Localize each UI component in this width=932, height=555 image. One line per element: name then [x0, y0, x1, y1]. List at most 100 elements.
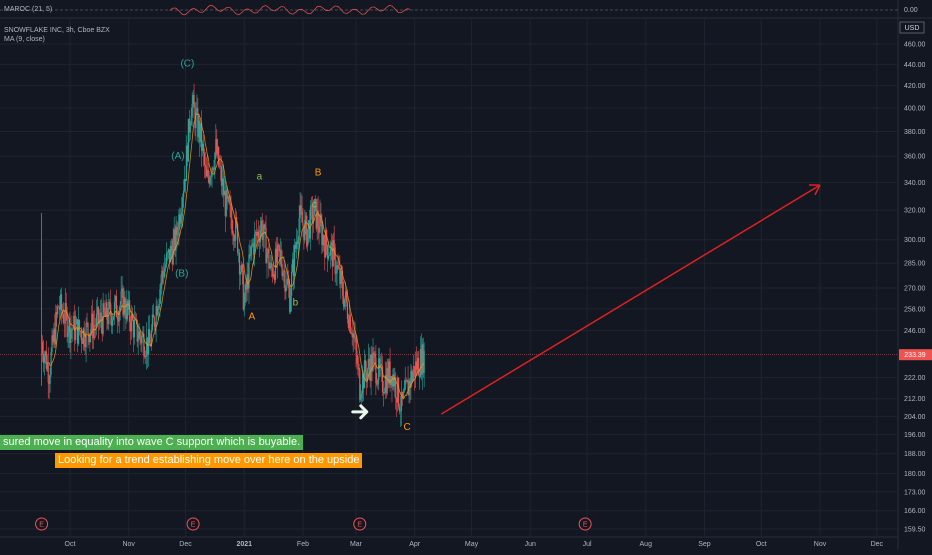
- y-tick-label: 258.00: [904, 306, 926, 313]
- wave-label: b: [293, 297, 299, 308]
- candle-body: [365, 360, 366, 372]
- candle-body: [103, 303, 104, 312]
- candle-body: [75, 324, 76, 340]
- candle-body: [344, 299, 345, 307]
- wave-label: A: [248, 312, 255, 323]
- wave-label: c: [312, 199, 317, 210]
- candle-body: [70, 329, 71, 343]
- candle-body: [300, 205, 301, 211]
- candle-body: [288, 283, 289, 288]
- symbol-title: SNOWFLAKE INC, 3h, Cboe BZX: [4, 26, 110, 35]
- y-tick-label: 212.00: [904, 396, 926, 403]
- y-tick-label: 380.00: [904, 129, 926, 136]
- candle-body: [424, 350, 425, 372]
- candle-body: [240, 272, 241, 275]
- candle-body: [269, 267, 270, 269]
- candle-body: [149, 329, 150, 343]
- candle-body: [298, 240, 299, 243]
- candle-body: [310, 206, 311, 239]
- y-tick-label: 285.00: [904, 261, 926, 268]
- candle-body: [290, 296, 291, 312]
- candle-body: [190, 125, 191, 132]
- candle-body: [166, 253, 167, 264]
- candle-body: [165, 264, 166, 267]
- candle-body: [359, 370, 360, 400]
- y-tick-label: 300.00: [904, 237, 926, 244]
- candle-body: [335, 273, 336, 274]
- candle-body: [228, 197, 229, 203]
- candle-body: [193, 95, 194, 107]
- wave-label: (C): [180, 58, 194, 69]
- candle-body: [350, 315, 351, 332]
- candle-body: [329, 256, 330, 257]
- candle-body: [299, 218, 300, 240]
- x-tick-label: 2021: [236, 541, 252, 548]
- earnings-label: E: [39, 522, 44, 529]
- wave-label: (B): [175, 268, 188, 279]
- candle-body: [203, 144, 204, 153]
- candle-body: [399, 407, 400, 412]
- candle-body: [106, 302, 107, 319]
- candle-body: [109, 302, 110, 304]
- candle-body: [384, 392, 385, 393]
- candle-body: [404, 390, 405, 392]
- candle-body: [264, 225, 265, 228]
- candle-body: [353, 333, 354, 338]
- y-tick-label: 173.00: [904, 489, 926, 496]
- candle-body: [116, 296, 117, 317]
- candle-body: [108, 302, 109, 324]
- candle-body: [162, 271, 163, 273]
- candle-body: [351, 332, 352, 333]
- candle-body: [281, 250, 282, 265]
- candle-body: [251, 245, 252, 246]
- candle-body: [210, 177, 211, 178]
- candle-body: [181, 212, 182, 216]
- candle-body: [268, 249, 269, 269]
- candle-body: [48, 362, 49, 382]
- candle-body: [374, 354, 375, 358]
- candle-body: [93, 325, 94, 338]
- candle-body: [160, 283, 161, 290]
- candle-body: [278, 245, 279, 246]
- candle-body: [81, 332, 82, 341]
- candle-body: [44, 356, 45, 363]
- candle-body: [210, 177, 211, 183]
- candle-body: [63, 314, 64, 323]
- y-tick-label: 166.00: [904, 508, 926, 515]
- candle-body: [141, 336, 142, 343]
- y-tick-label: 420.00: [904, 83, 926, 90]
- y-tick-label: 360.00: [904, 154, 926, 161]
- y-tick-label: 222.00: [904, 375, 926, 382]
- candle-body: [139, 332, 140, 338]
- candle-body: [342, 279, 343, 295]
- candle-body: [287, 279, 288, 284]
- x-tick-label: Jun: [525, 541, 536, 548]
- candle-body: [334, 240, 335, 247]
- candle-body: [356, 351, 357, 364]
- y-tick-label: 270.00: [904, 285, 926, 292]
- candle-body: [271, 263, 272, 268]
- indicator-label: MAROC (21, 5): [4, 5, 52, 14]
- candle-body: [138, 339, 139, 341]
- candle-body: [154, 317, 155, 326]
- candle-body: [229, 203, 230, 204]
- wave-label: C: [404, 422, 411, 433]
- candle-body: [282, 272, 283, 276]
- y-tick-label: 188.00: [904, 451, 926, 458]
- candle-body: [403, 391, 404, 398]
- candle-body: [231, 218, 232, 233]
- candle-body: [57, 307, 58, 315]
- candle-body: [418, 358, 419, 376]
- candle-body: [307, 229, 308, 246]
- candle-body: [277, 245, 278, 263]
- x-tick-label: May: [465, 541, 479, 548]
- candle-body: [361, 394, 362, 398]
- candle-body: [55, 312, 56, 344]
- y-tick-label: 400.00: [904, 105, 926, 112]
- y-tick-label: 440.00: [904, 62, 926, 69]
- candle-body: [84, 329, 85, 345]
- candle-body: [68, 332, 69, 336]
- indicator-pane: [0, 5, 898, 15]
- candle-body: [110, 304, 111, 316]
